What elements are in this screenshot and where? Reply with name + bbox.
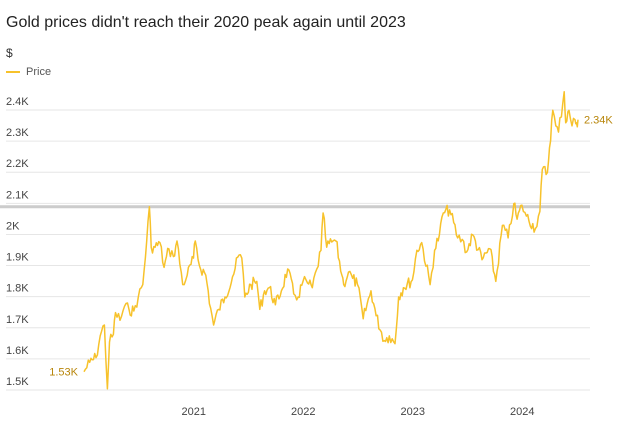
y-tick-label: 1.9K: [6, 252, 29, 264]
y-tick-label: 2.3K: [6, 127, 29, 139]
chart-title: Gold prices didn't reach their 2020 peak…: [6, 14, 406, 31]
legend: Price: [6, 66, 51, 78]
end-value-label: 2.34K: [584, 115, 613, 127]
y-tick-label: 1.8K: [6, 283, 29, 295]
x-tick-label: 2022: [291, 406, 315, 418]
x-tick-label: 2024: [510, 406, 534, 418]
y-tick-label: 1.6K: [6, 345, 29, 357]
y-tick-label: 2.2K: [6, 158, 29, 170]
legend-swatch: [6, 71, 20, 73]
start-value-label: 1.53K: [49, 367, 78, 379]
y-unit-label: $: [6, 46, 13, 60]
y-tick-label: 1.5K: [6, 376, 29, 388]
y-tick-label: 2.4K: [6, 96, 29, 108]
y-tick-label: 2.1K: [6, 189, 29, 201]
x-tick-label: 2021: [182, 406, 206, 418]
price-line: [83, 90, 579, 390]
x-tick-label: 2023: [400, 406, 424, 418]
y-tick-label: 2K: [6, 220, 20, 232]
y-tick-label: 1.7K: [6, 314, 29, 326]
legend-label: Price: [26, 66, 52, 78]
